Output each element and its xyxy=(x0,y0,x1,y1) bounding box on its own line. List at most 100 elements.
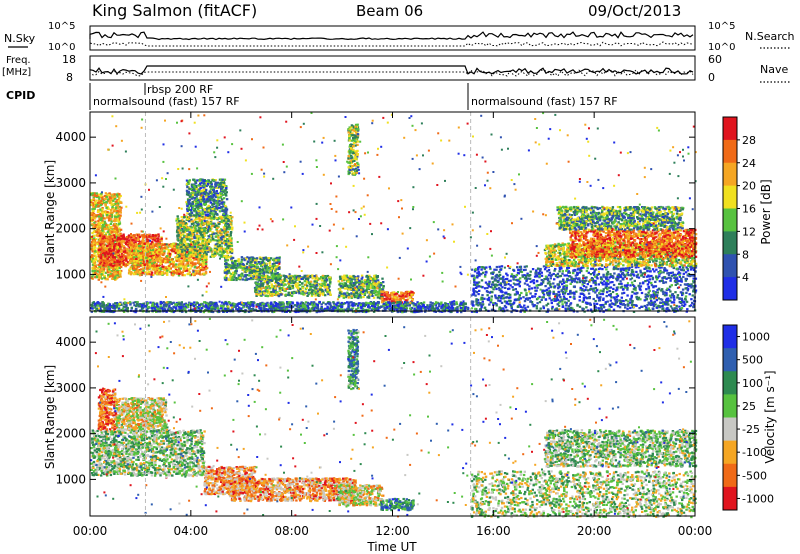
rti-cell xyxy=(99,225,102,228)
rti-cell xyxy=(112,275,115,278)
rti-cell xyxy=(103,276,106,279)
rti-cell xyxy=(211,179,214,182)
rti-cell xyxy=(109,244,112,248)
rti-cell xyxy=(137,254,140,257)
rti-cell xyxy=(211,235,214,239)
rti-cell xyxy=(186,186,189,189)
rti-cell xyxy=(213,222,217,225)
rti-cell xyxy=(326,291,329,294)
rti-cell xyxy=(328,279,331,282)
rti-cell xyxy=(142,235,146,238)
rti-cell xyxy=(98,240,101,243)
rti-cell xyxy=(181,233,185,236)
rti-cell xyxy=(259,268,262,271)
rti-cell xyxy=(236,277,240,281)
rti-cell xyxy=(103,225,106,228)
rti-cell xyxy=(209,235,212,238)
rti-cell xyxy=(235,277,238,280)
rti-cell xyxy=(92,209,95,213)
rti-cell xyxy=(302,293,305,296)
rti-cell xyxy=(199,247,202,250)
rti-cell xyxy=(182,230,185,233)
rti-cell xyxy=(150,273,153,276)
rti-cell xyxy=(177,233,180,236)
rti-cell xyxy=(107,239,110,242)
rti-cell xyxy=(109,237,112,240)
rti-cell xyxy=(259,288,262,291)
rti-cell xyxy=(272,289,275,292)
rti-cell xyxy=(113,217,116,220)
rti-cell xyxy=(315,292,319,295)
rti-cell xyxy=(114,209,118,212)
rti-cell xyxy=(184,246,188,249)
rti-cell xyxy=(289,292,292,295)
rti-cell xyxy=(135,255,138,258)
rti-cell xyxy=(201,233,204,236)
rti-cell xyxy=(103,253,107,256)
rti-cell xyxy=(220,184,223,187)
rti-cell xyxy=(99,196,103,199)
rti-cell xyxy=(103,243,106,246)
rti-cell xyxy=(214,239,217,242)
rti-cell xyxy=(188,231,191,234)
rti-cell xyxy=(140,252,143,255)
rti-cell xyxy=(213,192,216,195)
rti-cell xyxy=(127,234,131,237)
rti-cell xyxy=(280,279,283,282)
rti-cell xyxy=(125,240,129,243)
nsearch-label: N.Search xyxy=(745,30,795,43)
rti-cell xyxy=(188,234,192,237)
rti-cell xyxy=(199,233,203,236)
rti-cell xyxy=(125,255,128,258)
rti-cell xyxy=(193,192,196,195)
rti-cell xyxy=(145,271,148,274)
rti-cell xyxy=(294,283,297,286)
cpid-row: rbsp 200 RF normalsound (fast) 157 RF no… xyxy=(89,83,618,110)
rti-cell xyxy=(323,281,326,284)
rti-cell xyxy=(376,294,380,297)
rti-cell xyxy=(119,247,122,250)
rti-cell xyxy=(140,260,143,263)
rti-cell xyxy=(274,258,278,261)
rti-cell xyxy=(208,215,212,218)
rti-cell xyxy=(200,220,203,223)
rti-cell xyxy=(243,267,246,270)
rti-cell xyxy=(184,265,188,268)
rti-cell xyxy=(114,202,117,205)
rti-cell xyxy=(97,193,101,196)
rti-cell xyxy=(175,217,179,221)
rti-cell xyxy=(157,264,160,267)
rti-cell xyxy=(115,249,119,252)
rti-cell xyxy=(118,217,121,220)
rti-cell xyxy=(143,254,146,258)
rti-cell xyxy=(234,272,237,275)
rti-cell xyxy=(141,249,145,252)
rti-cell xyxy=(265,257,269,260)
rti-cell xyxy=(271,264,275,267)
rti-cell xyxy=(224,224,227,227)
rti-cell xyxy=(154,249,157,253)
rti-cell xyxy=(190,262,193,265)
rti-cell xyxy=(288,280,291,283)
rti-cell xyxy=(314,294,317,297)
rti-cell xyxy=(181,228,184,231)
rti-cell xyxy=(166,258,169,261)
rti-cell xyxy=(308,282,311,285)
rti-cell xyxy=(196,224,199,227)
rti-cell xyxy=(116,210,119,213)
rti-cell xyxy=(91,223,94,226)
rti-cell xyxy=(113,258,116,261)
rti-cell xyxy=(201,253,204,257)
rti-cell xyxy=(118,227,121,230)
rti-cell xyxy=(261,284,264,287)
rti-cell xyxy=(216,186,219,189)
rti-cell xyxy=(163,252,166,255)
rti-cell xyxy=(181,252,184,255)
beam-title: Beam 06 xyxy=(356,2,423,20)
rti-cell xyxy=(171,265,175,268)
rti-cell xyxy=(274,273,277,276)
rti-cell xyxy=(141,243,144,246)
rti-cell xyxy=(200,198,203,201)
rti-cell xyxy=(143,250,146,253)
rti-cell xyxy=(176,234,179,237)
